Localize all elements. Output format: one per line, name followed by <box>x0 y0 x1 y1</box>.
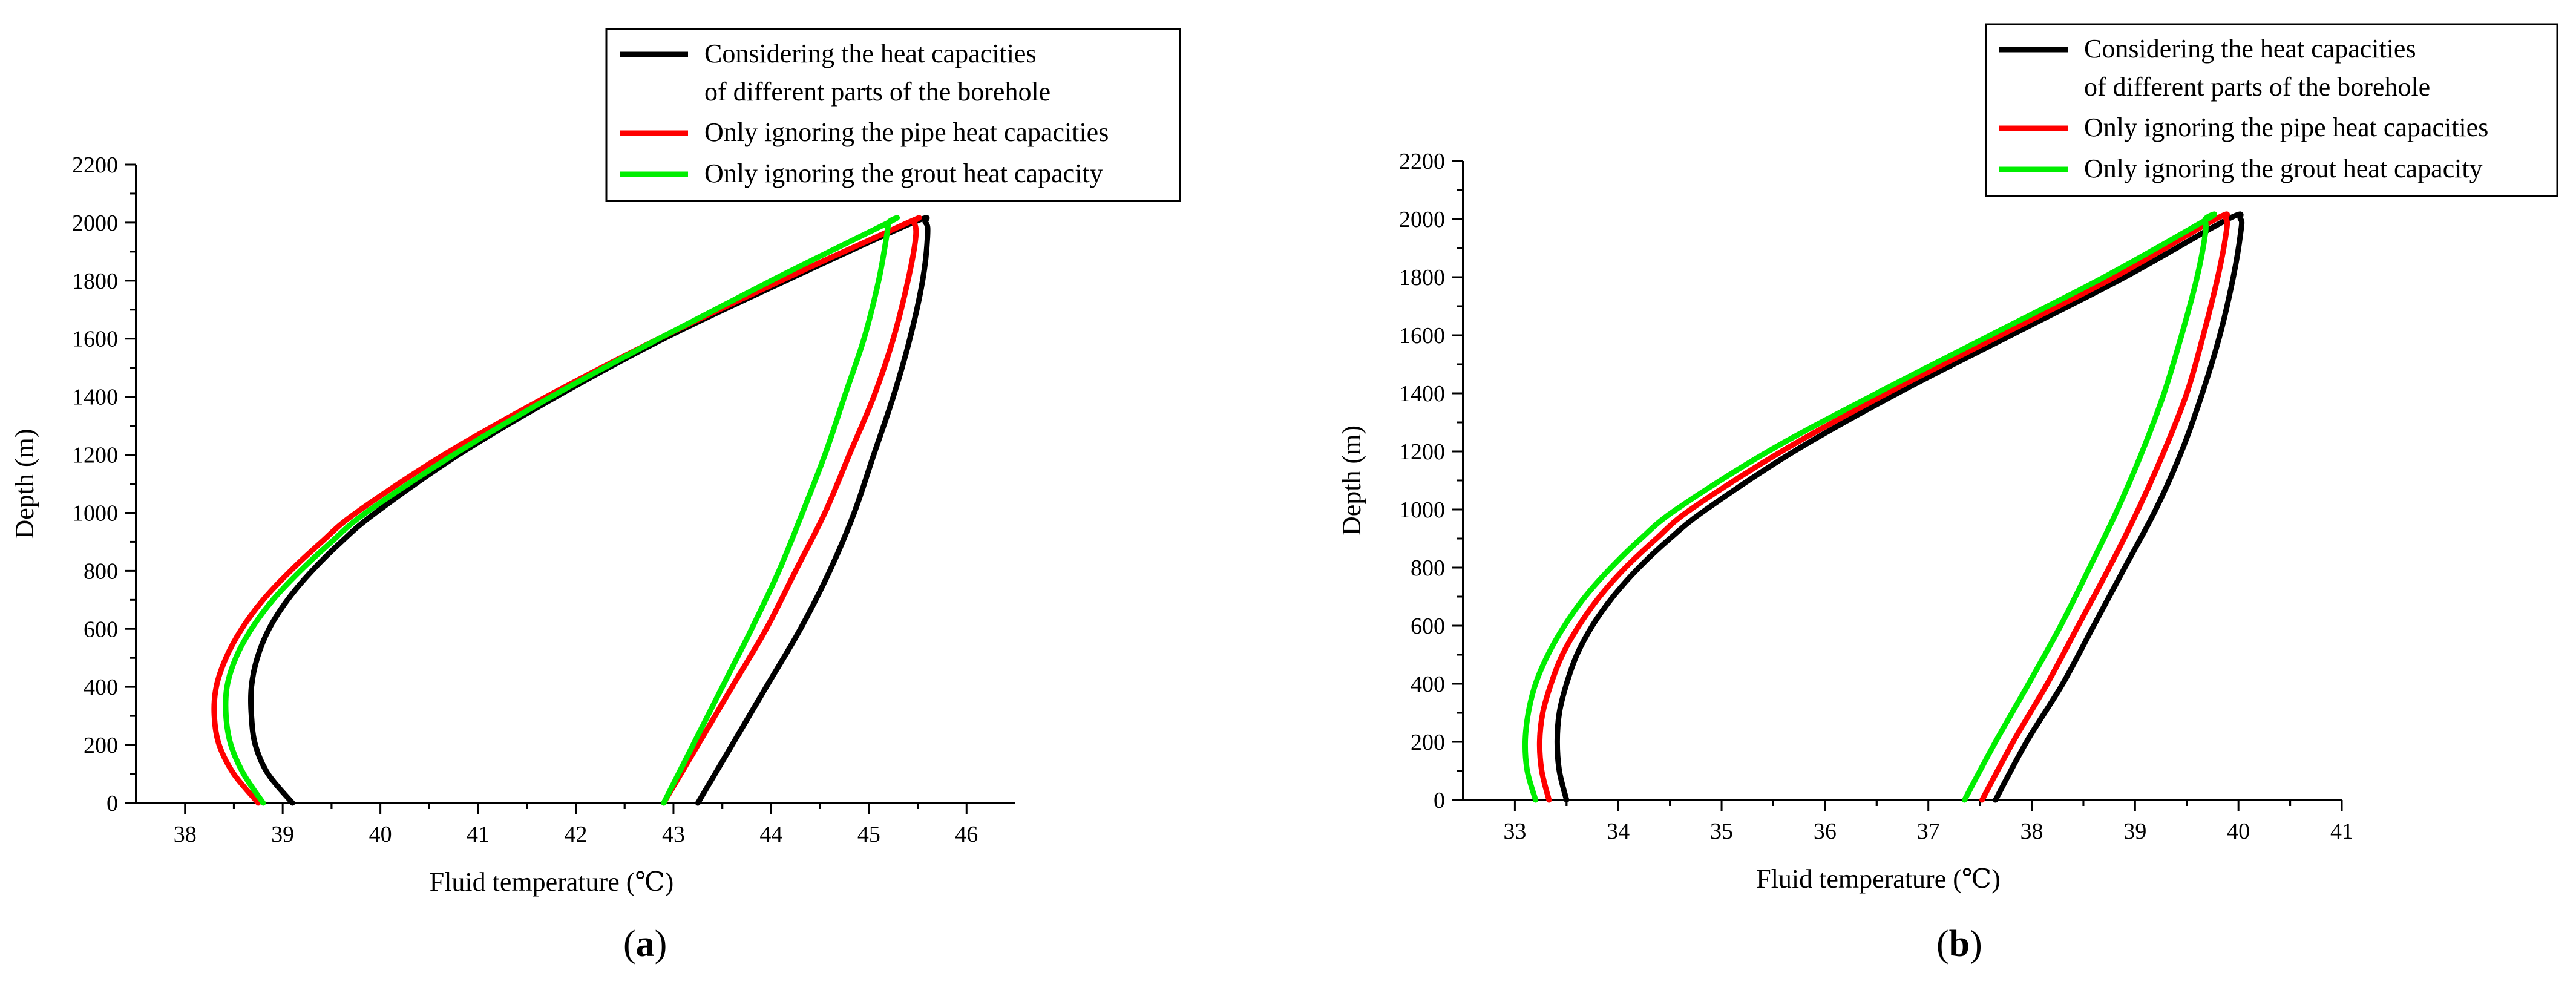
x-axis-title: Fluid temperature (℃) <box>430 867 674 897</box>
series-ignoring-pipe <box>1536 211 2230 803</box>
legend-label-line2: of different parts of the borehole <box>704 77 1050 107</box>
y-tick-label: 1000 <box>1399 497 1445 523</box>
chart-panel-a: 0 200 400 600 800 1000 1200 1400 1600 1800 2000 220… <box>10 28 1181 965</box>
series-considering-all-curve <box>1554 211 2245 803</box>
x-tick-label: 43 <box>662 822 685 847</box>
legend: Considering the heat capacities of differ… <box>605 28 1181 202</box>
x-tick-label: 39 <box>2123 819 2146 844</box>
legend-label: Only ignoring the pipe heat capacities <box>2084 113 2488 142</box>
y-tick-label: 1200 <box>72 443 118 468</box>
legend-item: Considering the heat capacities of differ… <box>1999 34 2430 102</box>
legend-label: Only ignoring the grout heat capacity <box>2084 154 2483 183</box>
y-tick-label: 2000 <box>72 211 118 236</box>
y-tick-label: 1800 <box>72 269 118 294</box>
y-tick-label: 2200 <box>72 152 118 178</box>
legend-box <box>1985 23 2558 197</box>
x-tick-label: 41 <box>467 822 490 847</box>
legend-label: Considering the heat capacities <box>2084 34 2416 64</box>
x-axis-title: Fluid temperature (℃) <box>1756 864 2001 894</box>
y-tick-label: 1400 <box>72 385 118 410</box>
series-ignoring-grout <box>223 215 900 806</box>
x-tick-label: 42 <box>565 822 588 847</box>
x-tick-label: 34 <box>1607 819 1630 844</box>
series-ignoring-grout-curve <box>1522 211 2218 803</box>
legend-label: Only ignoring the grout heat capacity <box>704 159 1103 188</box>
y-tick-label: 600 <box>84 617 118 642</box>
x-tick-label: 38 <box>2020 819 2043 844</box>
x-tick-label: 37 <box>1917 819 1940 844</box>
series-considering-all <box>1554 211 2245 803</box>
y-tick-label: 200 <box>84 733 118 758</box>
legend-item: Only ignoring the grout heat capacity <box>1999 154 2483 183</box>
series-ignoring-grout-curve <box>223 215 900 806</box>
panel-label: (a) <box>623 923 667 965</box>
y-tick-label: 400 <box>1411 672 1445 697</box>
y-tick-label: 2000 <box>1399 207 1445 232</box>
y-tick-label: 1800 <box>1399 265 1445 290</box>
series-ignoring-grout <box>1522 211 2218 803</box>
legend-item: Considering the heat capacities of differ… <box>620 39 1050 107</box>
y-tick-label: 0 <box>1434 788 1445 813</box>
series-ignoring-pipe-curve <box>211 215 922 806</box>
x-tick-label: 39 <box>271 822 294 847</box>
x-tick-label: 40 <box>2227 819 2250 844</box>
legend-label: Considering the heat capacities <box>704 39 1037 68</box>
legend-item: Only ignoring the pipe heat capacities <box>620 117 1109 147</box>
y-tick-label: 600 <box>1411 614 1445 639</box>
y-tick-label: 1600 <box>1399 323 1445 349</box>
x-tick-label: 41 <box>2330 819 2353 844</box>
panel-label: (b) <box>1936 923 1982 965</box>
x-tick-label: 46 <box>955 822 978 847</box>
y-tick-label: 200 <box>1411 730 1445 755</box>
y-tick-label: 2200 <box>1399 149 1445 174</box>
y-tick-label: 800 <box>84 559 118 584</box>
x-tick-label: 40 <box>369 822 392 847</box>
y-tick-label: 1400 <box>1399 381 1445 407</box>
x-tick-label: 36 <box>1814 819 1837 844</box>
y-tick-label: 1600 <box>72 327 118 352</box>
y-axis-title: Depth (m) <box>1337 425 1366 536</box>
x-tick-label: 38 <box>174 822 197 847</box>
legend-item: Only ignoring the pipe heat capacities <box>1999 113 2488 142</box>
x-tick-label: 35 <box>1710 819 1733 844</box>
legend-box <box>605 28 1181 202</box>
y-tick-label: 800 <box>1411 555 1445 581</box>
legend-label: Only ignoring the pipe heat capacities <box>704 117 1109 147</box>
legend-label-line2: of different parts of the borehole <box>2084 72 2430 102</box>
y-tick-label: 1000 <box>72 500 118 526</box>
chart-panel-b: 0 200 400 600 800 1000 1200 1400 1600 1800 2000 220… <box>1337 23 2558 965</box>
series-ignoring-pipe <box>211 215 922 806</box>
legend-item: Only ignoring the grout heat capacity <box>620 159 1103 188</box>
y-axis-title: Depth (m) <box>10 428 39 539</box>
y-tick-label: 400 <box>84 675 118 700</box>
legend: Considering the heat capacities of differ… <box>1985 23 2558 197</box>
y-tick-label: 1200 <box>1399 439 1445 465</box>
y-tick-label: 0 <box>107 791 118 816</box>
x-tick-label: 45 <box>857 822 880 847</box>
x-tick-label: 33 <box>1503 819 1526 844</box>
series-ignoring-pipe-curve <box>1536 211 2230 803</box>
x-tick-label: 44 <box>759 822 782 847</box>
